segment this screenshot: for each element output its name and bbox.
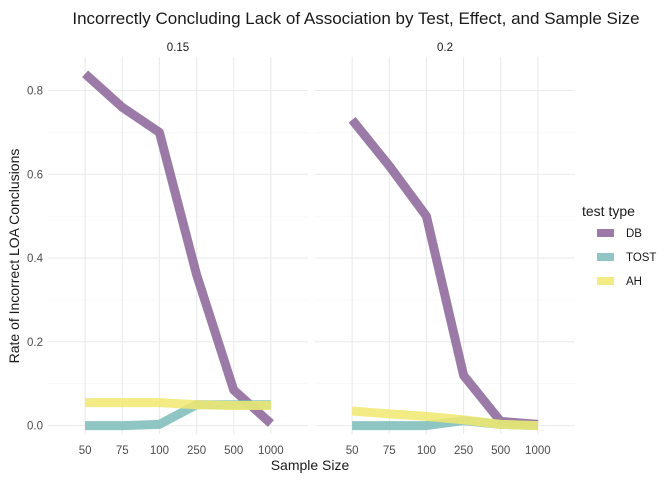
legend-key-tost: TOST xyxy=(597,252,656,264)
legend-label: AH xyxy=(626,276,642,288)
panel-1: 0.2 50 75 100 250 500 1000 xyxy=(315,42,575,457)
y-tick-label: 0.8 xyxy=(27,86,43,98)
legend-swatch xyxy=(597,229,614,237)
series-line-ah-panel-0 xyxy=(85,398,271,410)
chart-title: Incorrectly Concluding Lack of Associati… xyxy=(72,9,639,28)
legend: test type DB TOST AH xyxy=(582,203,656,288)
x-tick-label: 75 xyxy=(116,445,129,457)
panel-strip-label: 0.2 xyxy=(437,42,453,54)
series-line-ah-panel-1 xyxy=(351,406,539,431)
panel-strip-label: 0.15 xyxy=(167,42,189,54)
x-tick-label: 100 xyxy=(150,445,169,457)
x-tick-label: 75 xyxy=(383,445,396,457)
legend-title: test type xyxy=(582,203,635,219)
legend-swatch xyxy=(597,253,614,261)
series-line-db-panel-0 xyxy=(82,70,274,427)
legend-label: DB xyxy=(626,228,642,240)
legend-key-db: DB xyxy=(597,228,642,240)
x-tick-label: 100 xyxy=(417,445,436,457)
x-tick-label: 500 xyxy=(224,445,243,457)
legend-label: TOST xyxy=(626,252,656,264)
y-tick-label: 0.2 xyxy=(27,337,43,349)
x-tick-label: 250 xyxy=(187,445,206,457)
legend-key-ah: AH xyxy=(597,276,642,288)
y-tick-label: 0.0 xyxy=(27,421,43,433)
series-line-db-panel-1 xyxy=(348,116,539,429)
y-axis-label: Rate of Incorrect LOA Conclusions xyxy=(6,149,22,364)
x-tick-label: 500 xyxy=(491,445,510,457)
x-tick-label: 1000 xyxy=(525,445,551,457)
x-tick-label: 250 xyxy=(454,445,473,457)
x-axis-label: Sample Size xyxy=(271,457,350,473)
panels: 0.15 50 75 100 250 500 1000 0.0 0.2 0.4 0.6 0.8 0.2 5… xyxy=(27,42,575,457)
legend-swatch xyxy=(597,277,614,285)
x-tick-label: 50 xyxy=(79,445,92,457)
x-tick-label: 1000 xyxy=(258,445,284,457)
x-tick-label: 50 xyxy=(346,445,359,457)
panel-0: 0.15 50 75 100 250 500 1000 0.0 0.2 0.4 0.6 0.8 xyxy=(27,42,308,457)
y-tick-label: 0.4 xyxy=(27,253,44,265)
y-tick-label: 0.6 xyxy=(27,169,43,181)
